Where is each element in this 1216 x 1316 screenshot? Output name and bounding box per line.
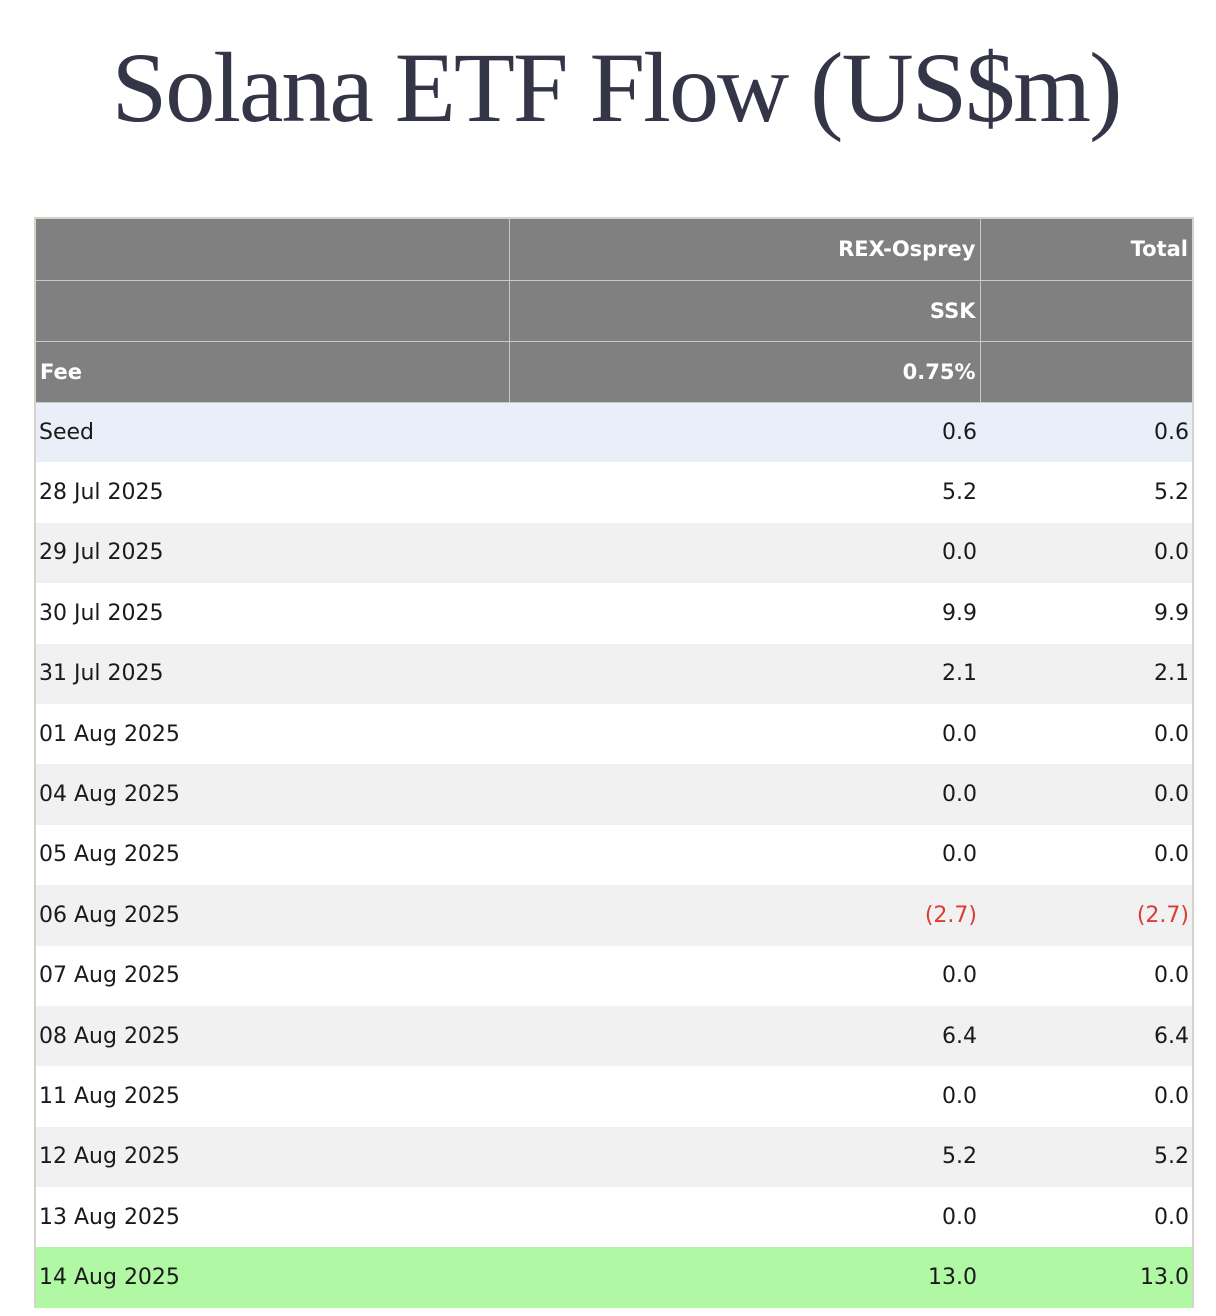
table-body: Seed 0.6 0.6 28 Jul 2025 5.2 5.2 29 Jul 2025 0.… bbox=[36, 402, 1192, 1308]
ssk-flow-cell: 0.0 bbox=[509, 522, 980, 584]
total-flow-cell: 5.2 bbox=[980, 462, 1192, 523]
total-flow-cell: 0.0 bbox=[980, 1187, 1192, 1248]
ssk-flow-cell: 0.0 bbox=[509, 764, 980, 825]
ssk-flow-cell: 0.6 bbox=[509, 402, 980, 463]
header-ticker-ssk: SSK bbox=[509, 280, 981, 342]
total-flow-cell: 0.6 bbox=[980, 402, 1192, 463]
total-flow-cell: 5.2 bbox=[980, 1126, 1192, 1188]
ssk-flow-cell: 2.1 bbox=[509, 643, 980, 704]
header-cell bbox=[980, 341, 1192, 403]
total-flow-cell: 0.0 bbox=[980, 824, 1192, 886]
total-flow-cell: (2.7) bbox=[980, 885, 1192, 946]
table-row: 06 Aug 2025 (2.7) (2.7) bbox=[36, 885, 1192, 946]
total-flow-cell: 0.0 bbox=[980, 945, 1192, 1006]
table-row: 28 Jul 2025 5.2 5.2 bbox=[36, 462, 1192, 523]
header-cell bbox=[980, 280, 1192, 342]
table-row: 13 Aug 2025 0.0 0.0 bbox=[36, 1187, 1192, 1248]
header-fee-label: Fee bbox=[36, 341, 510, 403]
total-flow-cell: 13.0 bbox=[980, 1247, 1192, 1308]
header-total: Total bbox=[980, 219, 1192, 281]
total-flow-cell: 6.4 bbox=[980, 1005, 1192, 1067]
ssk-flow-cell: (2.7) bbox=[509, 885, 980, 946]
table-row: 11 Aug 2025 0.0 0.0 bbox=[36, 1066, 1192, 1127]
date-cell: 04 Aug 2025 bbox=[36, 764, 509, 825]
ssk-flow-cell: 0.0 bbox=[509, 1187, 980, 1248]
date-cell: 12 Aug 2025 bbox=[36, 1126, 509, 1188]
ssk-flow-cell: 5.2 bbox=[509, 1126, 980, 1188]
ssk-flow-cell: 0.0 bbox=[509, 945, 980, 1006]
date-cell: 01 Aug 2025 bbox=[36, 703, 509, 765]
flow-table: REX-Osprey Total SSK Fee 0.75% Seed 0.6 0.… bbox=[36, 219, 1192, 1308]
date-cell: Seed bbox=[36, 402, 509, 463]
etf-flow-table: REX-Osprey Total SSK Fee 0.75% Seed 0.6 0.… bbox=[34, 217, 1194, 1308]
ssk-flow-cell: 13.0 bbox=[509, 1247, 980, 1308]
header-row-issuer: REX-Osprey Total bbox=[36, 219, 1192, 281]
date-cell: 13 Aug 2025 bbox=[36, 1187, 509, 1248]
page-title: Solana ETF Flow (US$m) bbox=[111, 32, 1123, 143]
table-header: REX-Osprey Total SSK Fee 0.75% bbox=[36, 219, 1192, 403]
header-issuer-rex-osprey: REX-Osprey bbox=[509, 219, 981, 281]
table-row: 07 Aug 2025 0.0 0.0 bbox=[36, 945, 1192, 1006]
table-row: 30 Jul 2025 9.9 9.9 bbox=[36, 583, 1192, 644]
table-row: 31 Jul 2025 2.1 2.1 bbox=[36, 643, 1192, 704]
table-row: 12 Aug 2025 5.2 5.2 bbox=[36, 1126, 1192, 1188]
header-fee-value: 0.75% bbox=[509, 341, 981, 403]
table-row: 05 Aug 2025 0.0 0.0 bbox=[36, 824, 1192, 886]
total-flow-cell: 2.1 bbox=[980, 643, 1192, 704]
header-row-fee: Fee 0.75% bbox=[36, 341, 1192, 403]
table-row: 08 Aug 2025 6.4 6.4 bbox=[36, 1005, 1192, 1067]
date-cell: 28 Jul 2025 bbox=[36, 462, 509, 523]
total-flow-cell: 0.0 bbox=[980, 764, 1192, 825]
table-row: 04 Aug 2025 0.0 0.0 bbox=[36, 764, 1192, 825]
ssk-flow-cell: 0.0 bbox=[509, 824, 980, 886]
date-cell: 29 Jul 2025 bbox=[36, 522, 509, 584]
ssk-flow-cell: 9.9 bbox=[509, 583, 980, 644]
header-cell bbox=[36, 280, 510, 342]
ssk-flow-cell: 5.2 bbox=[509, 462, 980, 523]
total-flow-cell: 0.0 bbox=[980, 1066, 1192, 1127]
ssk-flow-cell: 0.0 bbox=[509, 1066, 980, 1127]
date-cell: 11 Aug 2025 bbox=[36, 1066, 509, 1127]
total-flow-cell: 0.0 bbox=[980, 703, 1192, 765]
ssk-flow-cell: 0.0 bbox=[509, 703, 980, 765]
date-cell: 30 Jul 2025 bbox=[36, 583, 509, 644]
total-flow-cell: 0.0 bbox=[980, 522, 1192, 584]
table-row: 29 Jul 2025 0.0 0.0 bbox=[36, 522, 1192, 584]
table-row: Seed 0.6 0.6 bbox=[36, 402, 1192, 463]
date-cell: 08 Aug 2025 bbox=[36, 1005, 509, 1067]
total-flow-cell: 9.9 bbox=[980, 583, 1192, 644]
date-cell: 31 Jul 2025 bbox=[36, 643, 509, 704]
header-cell bbox=[36, 219, 510, 281]
date-cell: 07 Aug 2025 bbox=[36, 945, 509, 1006]
date-cell: 14 Aug 2025 bbox=[36, 1247, 509, 1308]
header-row-ticker: SSK bbox=[36, 280, 1192, 342]
date-cell: 05 Aug 2025 bbox=[36, 824, 509, 886]
table-row: 01 Aug 2025 0.0 0.0 bbox=[36, 703, 1192, 765]
table-row: 14 Aug 2025 13.0 13.0 bbox=[36, 1247, 1192, 1308]
ssk-flow-cell: 6.4 bbox=[509, 1005, 980, 1067]
date-cell: 06 Aug 2025 bbox=[36, 885, 509, 946]
